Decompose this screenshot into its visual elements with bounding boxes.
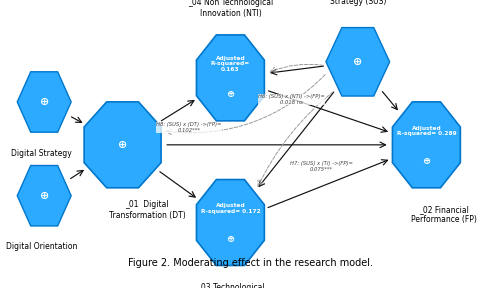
Text: ⊕: ⊕: [40, 97, 49, 107]
Text: Digital Orientation: Digital Orientation: [6, 242, 78, 251]
Text: Digital Strategy: Digital Strategy: [12, 149, 72, 158]
Text: H6: (SUS) x (NTI) ->(FP)=
0.018 ns: H6: (SUS) x (NTI) ->(FP)= 0.018 ns: [258, 94, 325, 105]
Text: _05 Sustainability
Strategy (SUS): _05 Sustainability Strategy (SUS): [324, 0, 392, 6]
Polygon shape: [17, 72, 71, 132]
Polygon shape: [326, 28, 390, 96]
Text: _02 Financial
Performance (FP): _02 Financial Performance (FP): [410, 205, 476, 224]
Polygon shape: [84, 102, 161, 188]
Text: _01  Digital
Transformation (DT): _01 Digital Transformation (DT): [108, 200, 186, 220]
Polygon shape: [17, 166, 71, 226]
Text: _04 Non Technological
Innovation (NTI): _04 Non Technological Innovation (NTI): [188, 0, 273, 18]
Text: ⊕: ⊕: [40, 191, 49, 201]
Text: _03 Technological
Innovation (TI): _03 Technological Innovation (TI): [196, 283, 264, 288]
Text: ⊕: ⊕: [226, 89, 234, 99]
Polygon shape: [392, 102, 460, 188]
Text: ⊕: ⊕: [422, 156, 430, 166]
Text: H7: (SUS) x (TI) ->(FP)=
0.075***: H7: (SUS) x (TI) ->(FP)= 0.075***: [290, 161, 352, 172]
Text: Figure 2. Moderating effect in the research model.: Figure 2. Moderating effect in the resea…: [128, 258, 372, 268]
Polygon shape: [196, 35, 264, 121]
Text: ⊕: ⊕: [226, 234, 234, 244]
Text: ⊕: ⊕: [118, 140, 128, 150]
Text: Adjusted
R-squared= 0.172: Adjusted R-squared= 0.172: [200, 203, 260, 214]
Text: H8: (SUS) x (DT) ->(FP)=
0.102***: H8: (SUS) x (DT) ->(FP)= 0.102***: [156, 122, 222, 133]
Text: Adjusted
R-squared=
0.163: Adjusted R-squared= 0.163: [211, 56, 250, 72]
Polygon shape: [196, 179, 264, 266]
Text: ⊕: ⊕: [353, 57, 362, 67]
Text: Adjusted
R-squared= 0.289: Adjusted R-squared= 0.289: [396, 126, 456, 136]
